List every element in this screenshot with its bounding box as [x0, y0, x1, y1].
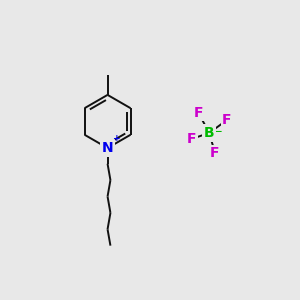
Text: +: +	[112, 134, 120, 143]
Text: F: F	[222, 113, 231, 127]
Text: F: F	[187, 132, 196, 146]
Text: B: B	[204, 126, 214, 140]
Text: F: F	[210, 146, 220, 160]
Text: N: N	[102, 141, 113, 155]
Text: F: F	[194, 106, 203, 120]
Text: −: −	[214, 128, 222, 136]
